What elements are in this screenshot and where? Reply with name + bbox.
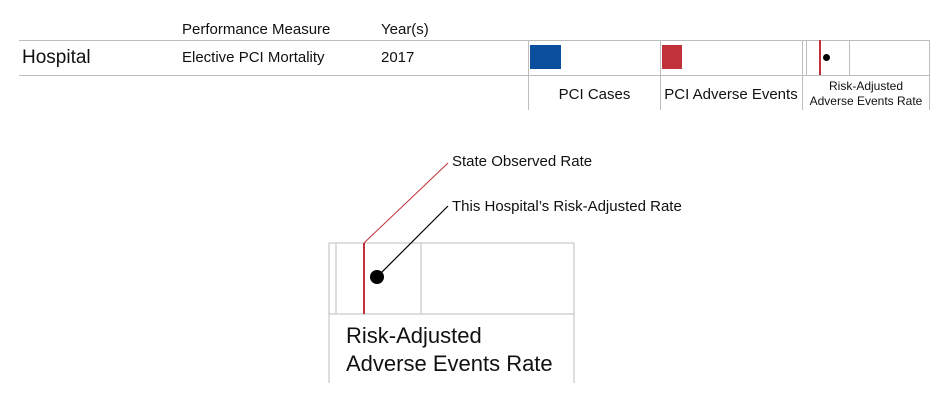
legend-label-pci-cases: PCI Cases <box>558 86 631 103</box>
year-value: 2017 <box>381 49 415 66</box>
legend-label-rate-line1: Risk-Adjusted <box>828 79 904 93</box>
legend-divider-1 <box>528 40 529 110</box>
legend-divider-4 <box>929 40 930 110</box>
performance-measure-value: Elective PCI Mortality <box>182 49 325 66</box>
mini-rate-left-tick <box>806 40 807 75</box>
callout-hospital-risk-adjusted-rate: This Hospital’s Risk-Adjusted Rate <box>452 198 682 215</box>
legend-divider-3 <box>802 40 803 110</box>
detail-box-label: Risk-Adjusted Adverse Events Rate <box>346 322 553 378</box>
detail-box-label-line2: Adverse Events Rate <box>346 351 553 376</box>
detail-box-label-line1: Risk-Adjusted <box>346 323 482 348</box>
hospital-name: Hospital <box>22 47 91 68</box>
state-callout-leader <box>363 162 449 244</box>
column-header-performance-measure: Performance Measure <box>182 21 331 38</box>
hospital-callout-leader <box>376 205 449 278</box>
mini-rate-right-tick <box>849 40 850 75</box>
callout-state-observed-rate: State Observed Rate <box>452 153 593 170</box>
legend-label-pci-adverse-events: PCI Adverse Events <box>664 86 798 103</box>
legend-label-risk-adjusted-rate: Risk-Adjusted Adverse Events Rate <box>803 79 929 109</box>
column-header-years: Year(s) <box>381 21 429 38</box>
hospital-risk-adjusted-rate-dot <box>370 270 384 284</box>
pci-adverse-events-swatch <box>662 45 682 69</box>
legend-divider-2 <box>660 40 661 110</box>
mini-hospital-rate-dot <box>823 54 830 61</box>
row-bottom-border <box>19 75 929 76</box>
mini-state-rate-line <box>819 40 821 75</box>
row-top-border <box>19 40 929 41</box>
legend-label-rate-line2: Adverse Events Rate <box>809 94 923 108</box>
pci-cases-swatch <box>530 45 561 69</box>
